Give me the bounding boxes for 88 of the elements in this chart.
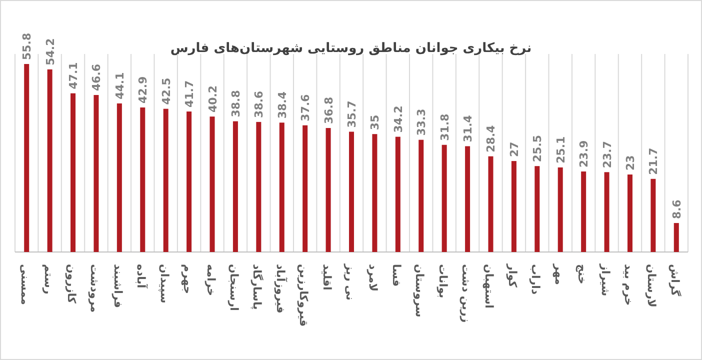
bar [326, 128, 331, 252]
x-tick-label: ارسنجان [227, 264, 240, 311]
x-tick-label: خنج [576, 264, 589, 284]
data-label: 23 [624, 155, 637, 171]
bar [418, 140, 424, 252]
x-tick-label: پاسارگاد [250, 264, 264, 310]
bar [581, 171, 586, 252]
bar [442, 144, 447, 252]
bar [256, 122, 262, 252]
x-tick-label: قیروکارزین [297, 264, 310, 327]
bar [24, 64, 30, 252]
bar [395, 136, 400, 252]
x-tick-label: سپیدان [158, 264, 171, 304]
x-tick-label: ممسنی [18, 264, 32, 305]
bar [349, 132, 354, 252]
data-label: 38.8 [229, 90, 242, 118]
data-label: 25.5 [531, 134, 544, 162]
x-tick-label: مهر [552, 263, 566, 285]
bar [116, 103, 122, 252]
bar [47, 69, 52, 252]
data-label: 44.1 [113, 72, 126, 100]
data-label: 41.7 [183, 80, 196, 108]
bar [465, 146, 470, 252]
bar [94, 94, 99, 252]
x-tick-label: خرم بید [622, 264, 635, 306]
data-label: 38.4 [276, 91, 289, 119]
x-tick-label: زرین دشت [460, 264, 473, 323]
bar [604, 172, 610, 252]
data-label: 54.2 [44, 38, 57, 66]
bar [70, 93, 76, 252]
data-label: 36.8 [322, 96, 336, 124]
bar [627, 174, 632, 252]
x-tick-label: کازرون [65, 264, 78, 304]
x-tick-label: داراب [529, 264, 542, 295]
x-tick-label: فسا [390, 264, 403, 287]
data-label: 21.7 [647, 148, 660, 175]
x-tick-label: گراش [668, 264, 682, 297]
bar [674, 223, 679, 252]
bar [372, 134, 378, 252]
x-tick-label: فراشبند [111, 264, 124, 308]
data-label: 55.8 [20, 32, 34, 60]
data-label: 46.6 [90, 64, 104, 91]
data-label: 37.6 [299, 94, 312, 122]
x-tick-label: استهبان [482, 264, 496, 308]
data-label: 8.6 [670, 199, 684, 220]
bar [163, 108, 168, 252]
bar [232, 121, 238, 252]
bar [210, 116, 215, 252]
bar [186, 112, 192, 252]
data-label: 25.1 [554, 136, 568, 164]
bar [302, 125, 308, 252]
x-tick-label: جهرم [181, 264, 194, 294]
x-tick-label: لارستان [645, 264, 658, 308]
bar [511, 161, 516, 252]
data-label: 34.2 [392, 106, 405, 133]
bar [534, 166, 540, 252]
data-label: 42.5 [160, 78, 173, 105]
x-tick-label: اقلید [320, 264, 334, 290]
x-tick-label: لامرد [366, 264, 380, 292]
data-label: 31.4 [462, 114, 475, 142]
x-tick-label: کوار [506, 263, 519, 288]
x-tick-label: آباده [134, 264, 149, 288]
bar [279, 122, 284, 252]
data-label: 28.4 [484, 124, 498, 152]
x-tick-label: سروستان [413, 264, 426, 318]
data-label: 27 [508, 142, 521, 158]
data-label: 35.7 [346, 100, 358, 128]
data-label: 35 [368, 114, 382, 130]
bar [650, 178, 656, 252]
bar [558, 167, 563, 252]
bar [140, 107, 146, 252]
bar [488, 156, 494, 252]
data-label: 23.9 [578, 140, 591, 168]
x-tick-label: بوانات [436, 264, 450, 298]
x-tick-label: رستم [42, 264, 55, 294]
x-tick-label: شیراز [598, 263, 612, 296]
x-tick-label: مرودشت [88, 264, 102, 313]
x-tick-label: خرامه [204, 264, 218, 296]
data-label: 31.8 [438, 114, 452, 141]
data-label: 47.1 [67, 62, 80, 90]
x-tick-label: نی ریز [344, 263, 356, 300]
chart-title: نرخ بیکاری جوانان مناطق روستایی شهرستان‌های فارس [170, 41, 532, 56]
data-label: 33.3 [415, 108, 428, 136]
data-label: 23.7 [600, 141, 614, 168]
x-tick-label: فیروزآباد [274, 264, 288, 314]
data-label: 38.6 [252, 90, 266, 118]
data-label: 40.2 [206, 85, 220, 113]
data-label: 42.9 [136, 76, 150, 104]
